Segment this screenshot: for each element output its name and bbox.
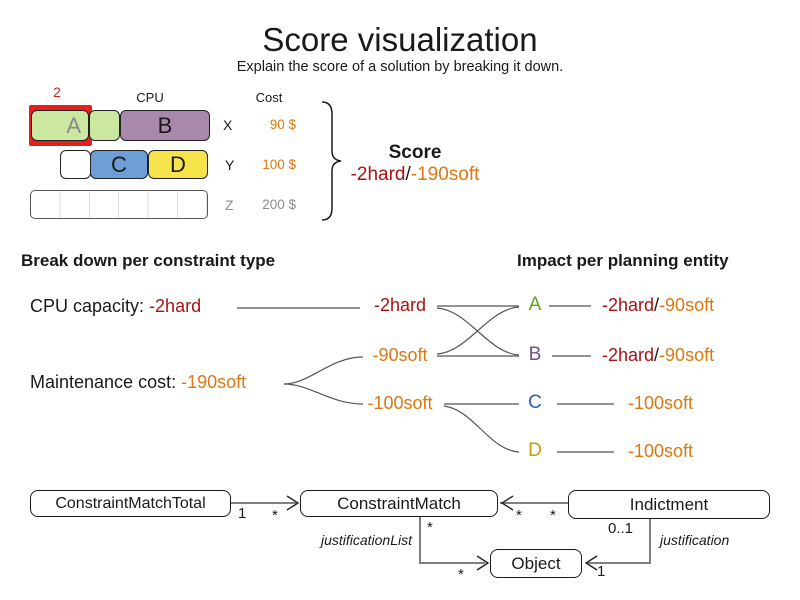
match-value-90soft: -90soft [372,345,428,365]
cost-value-y: 100 $ [262,157,296,172]
empty-machine-row [30,190,208,219]
entity-c: C [528,392,542,413]
score-value: -2hard/-190soft [330,164,500,186]
role-justification: justification [660,532,730,548]
class-constraintmatchtotal: ConstraintMatchTotal [30,490,231,517]
mult-cmobj-source: * [427,519,433,536]
mult-cmt-target: * [272,507,278,524]
entity-d: D [528,440,542,461]
mult-indobj-source: 0..1 [608,520,634,537]
class-constraintmatch: ConstraintMatch [300,490,498,517]
impact-soft: -90soft [659,345,715,365]
cpu-column-header: CPU [136,90,164,105]
cost-value-x: 90 $ [269,117,296,132]
process-block-a: A [31,110,89,141]
process-block-d: D [148,150,208,179]
impact-hard: -2hard [602,295,655,315]
assoc-ind-to-object [588,519,651,564]
arrowhead-object-left [476,555,490,571]
constraint-row-maintenance: Maintenance cost: -190soft [30,372,246,393]
constraint-value: -2hard [149,296,202,316]
machine-label-z: Z [225,197,234,213]
score-heading: Score [388,142,442,163]
process-block-b: B [120,110,210,141]
empty-capacity-block [60,150,91,179]
class-indictment: Indictment [568,490,770,519]
brace-icon [321,101,342,221]
line-2hard-to-b [436,307,520,356]
entity-b: B [528,344,542,365]
overload-label: 2 [53,84,61,100]
constraint-value: -190soft [181,372,247,392]
match-value-100soft: -100soft [367,393,433,413]
cost-column-header: Cost [255,90,283,105]
process-block-c: C [90,150,148,179]
mult-cmobj-target: * [458,566,464,583]
impact-separator: / [654,295,660,315]
impact-value-c: -100soft [628,393,694,413]
impact-value-b: -2hard/-90soft [602,345,714,366]
score-soft: -190soft [410,164,480,185]
page-title: Score visualization [262,21,538,58]
line-100soft-to-d [443,405,520,453]
constraint-label: CPU capacity: [30,296,150,316]
mult-indcm-target: * [516,507,522,524]
impact-hard: -2hard [602,345,655,365]
assoc-cm-to-object [419,517,485,564]
impact-value-a: -2hard/-90soft [602,295,714,316]
impact-heading: Impact per planning entity [517,251,729,270]
match-value-2hard: -2hard [373,295,427,315]
arrowhead-cm-left [286,495,300,511]
line-maint-fork-up [283,356,364,385]
constraint-row-cpu: CPU capacity: -2hard [30,296,201,317]
line-maint-fork-down [283,383,364,405]
role-justificationlist: justificationList [320,532,412,548]
constraint-label: Maintenance cost: [30,372,182,392]
breakdown-heading: Break down per constraint type [21,251,276,270]
mult-indcm-source: * [550,507,556,524]
mult-cmt-source: 1 [238,505,247,522]
score-separator: / [405,164,411,185]
arrowhead-object-right [584,555,598,571]
machine-label-x: X [223,117,233,133]
cost-value-z: 200 $ [262,197,296,212]
class-object: Object [490,549,582,578]
impact-separator: / [654,345,660,365]
machine-label-y: Y [225,157,235,173]
mult-indobj-target: 1 [597,563,606,580]
score-hard: -2hard [350,164,406,185]
impact-soft: -90soft [659,295,715,315]
arrowhead-cm-right [500,495,514,511]
page-subtitle: Explain the score of a solution by break… [236,59,564,75]
line-90soft-to-a [436,306,520,355]
impact-value-d: -100soft [628,441,694,461]
entity-a: A [528,294,542,315]
process-block-a2 [89,110,120,141]
